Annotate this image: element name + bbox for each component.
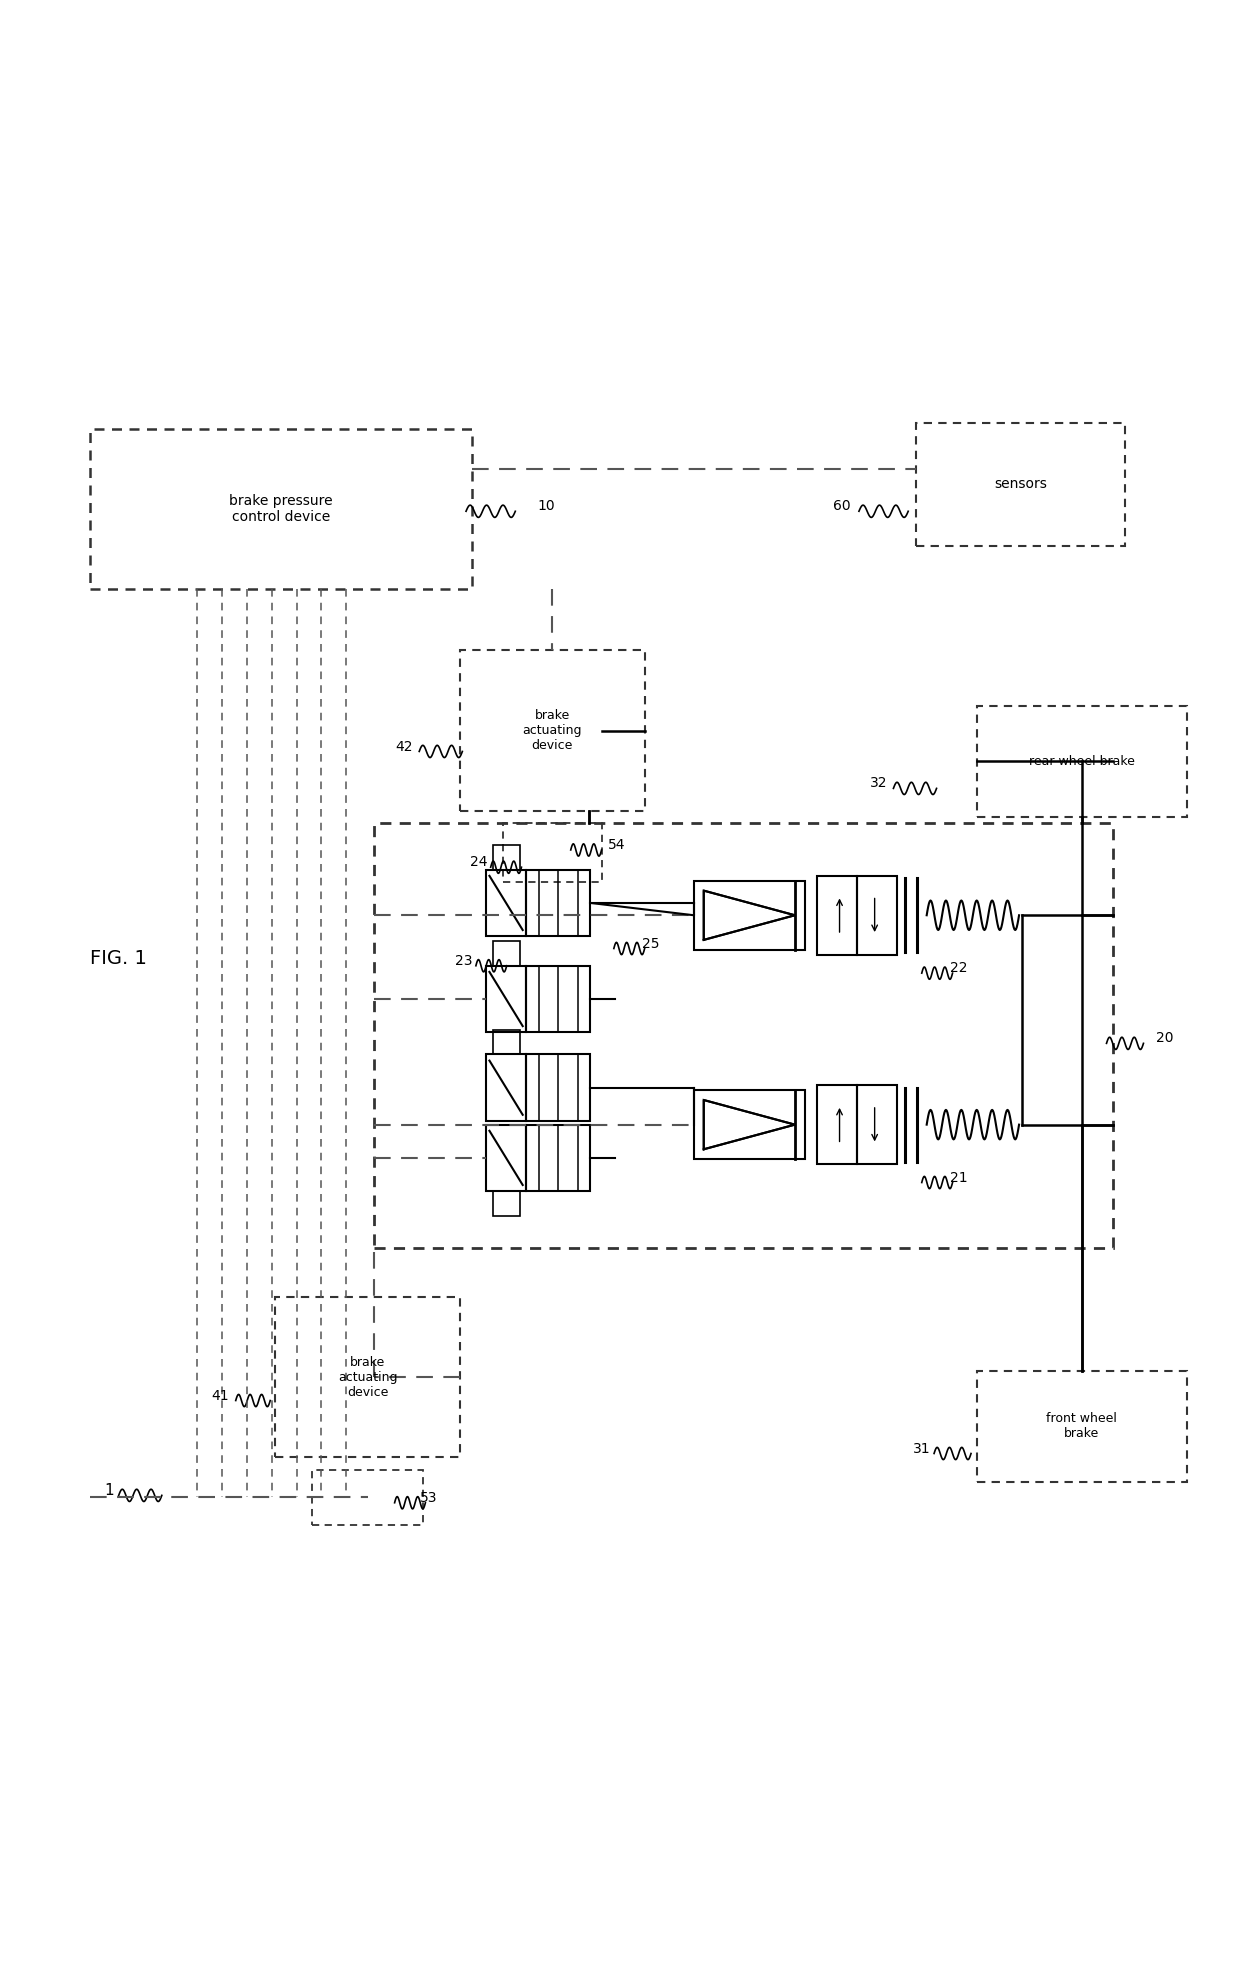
Bar	[857, 875, 897, 955]
Bar	[694, 881, 805, 950]
Text: 54: 54	[608, 838, 625, 851]
Bar	[486, 1125, 527, 1191]
Bar	[694, 1091, 805, 1160]
Bar	[527, 1054, 590, 1121]
Text: 24: 24	[470, 855, 487, 869]
Bar	[527, 965, 590, 1032]
Text: brake pressure
control device: brake pressure control device	[229, 493, 334, 523]
Bar	[915, 423, 1125, 547]
Text: 10: 10	[537, 499, 556, 513]
Bar	[857, 1085, 897, 1164]
Text: 1: 1	[104, 1482, 114, 1498]
Text: 23: 23	[455, 954, 472, 967]
Bar	[527, 1125, 590, 1191]
Text: 31: 31	[913, 1441, 930, 1455]
Text: 25: 25	[642, 936, 660, 952]
Bar	[486, 965, 527, 1032]
Polygon shape	[704, 1101, 795, 1150]
Text: 20: 20	[1156, 1032, 1173, 1046]
Text: 42: 42	[396, 739, 413, 753]
Text: 32: 32	[870, 777, 888, 790]
Bar	[373, 824, 1112, 1248]
Bar	[91, 429, 472, 590]
Bar	[492, 1030, 520, 1054]
Bar	[527, 869, 590, 936]
Polygon shape	[704, 891, 795, 940]
Bar	[492, 942, 520, 965]
Bar	[503, 824, 601, 883]
Bar	[977, 1370, 1187, 1482]
Bar	[817, 1085, 857, 1164]
Text: 53: 53	[420, 1490, 438, 1504]
Text: rear wheel brake: rear wheel brake	[1029, 755, 1135, 769]
Bar	[312, 1469, 423, 1526]
Text: FIG. 1: FIG. 1	[91, 950, 148, 967]
Bar	[492, 1191, 520, 1215]
Text: 60: 60	[833, 499, 851, 513]
Text: sensors: sensors	[993, 478, 1047, 492]
Text: brake
actuating
device: brake actuating device	[337, 1357, 397, 1398]
Bar	[492, 845, 520, 869]
Bar	[977, 706, 1187, 816]
Text: brake
actuating
device: brake actuating device	[522, 710, 582, 753]
Bar	[460, 651, 645, 810]
Text: front wheel
brake: front wheel brake	[1047, 1412, 1117, 1441]
Text: 21: 21	[950, 1170, 967, 1185]
Bar	[486, 1054, 527, 1121]
Bar	[817, 875, 857, 955]
Text: 22: 22	[950, 961, 967, 975]
Bar	[275, 1298, 460, 1457]
Bar	[486, 869, 527, 936]
Text: 41: 41	[211, 1388, 228, 1402]
